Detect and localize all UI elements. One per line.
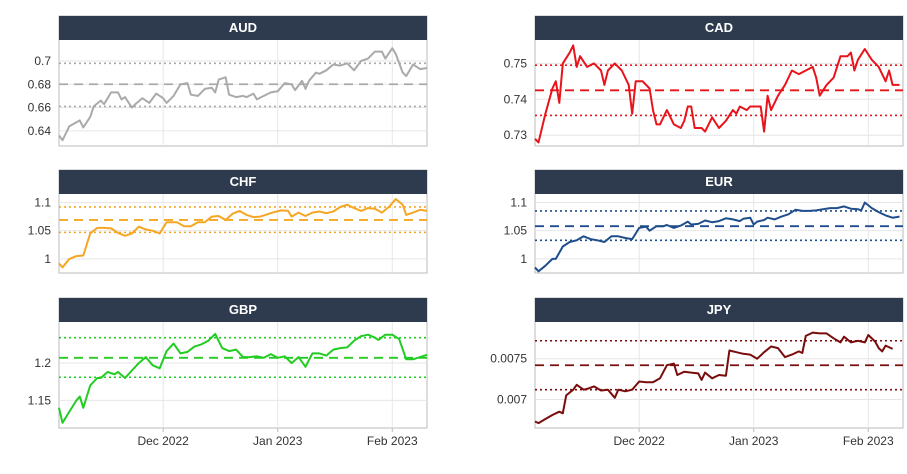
y-tick-label: 0.007: [497, 392, 527, 406]
y-tick-label: 0.66: [28, 101, 52, 115]
y-tick-label: 0.7: [34, 54, 51, 68]
panel-cad: CAD 0.73 0.74 0.75: [504, 15, 904, 147]
series-line-gbp: [58, 332, 428, 424]
y-tick-label: 1.05: [504, 224, 528, 238]
x-tick-label: Jan 2023: [729, 434, 779, 448]
panel-eur: EUR 1 1.05 1.1: [504, 169, 904, 274]
panel-strip: [535, 298, 903, 322]
panel-chf: CHF 1 1.05 1.1: [28, 169, 428, 274]
y-tick-label: 1.05: [28, 224, 52, 238]
x-tick-label: Dec 2022: [137, 434, 189, 448]
x-tick-label: Dec 2022: [613, 434, 665, 448]
panel-title: CHF: [230, 174, 257, 189]
panel-title: AUD: [229, 20, 257, 35]
y-tick-label: 0.75: [504, 56, 528, 70]
panel-title: CAD: [705, 20, 733, 35]
panel-aud: AUD 0.64 0.66 0.68 0.7: [28, 15, 428, 147]
y-tick-label: 1.1: [34, 195, 51, 209]
y-tick-label: 0.74: [504, 92, 528, 106]
y-tick-label: 0.73: [504, 128, 528, 142]
panel-jpy: JPY 0.007 0.0075 Dec 2022 Jan 2023 Feb 2023: [490, 297, 904, 448]
y-tick-label: 0.64: [28, 124, 52, 138]
panel-strip: [59, 298, 427, 322]
y-tick-label: 1.15: [28, 393, 52, 407]
x-tick-label: Feb 2023: [367, 434, 418, 448]
panel-strip: [535, 170, 903, 194]
x-tick-label: Feb 2023: [843, 434, 894, 448]
panel-strip: [59, 170, 427, 194]
panel-strip: [59, 16, 427, 40]
series-line-jpy: [534, 331, 894, 425]
panel-title: EUR: [705, 174, 733, 189]
y-tick-label: 1.2: [34, 356, 51, 370]
panel-title: JPY: [707, 302, 732, 317]
panel-gbp: GBP 1.15 1.2 Dec 2022 Jan 2023 Feb 2023: [28, 297, 428, 448]
panel-title: GBP: [229, 302, 258, 317]
y-tick-label: 0.0075: [490, 352, 527, 366]
series-line-eur: [534, 201, 900, 273]
x-tick-label: Jan 2023: [253, 434, 303, 448]
y-tick-label: 1: [520, 252, 527, 266]
panel-strip: [535, 16, 903, 40]
y-tick-label: 1: [44, 252, 51, 266]
series-line-cad: [534, 44, 900, 144]
y-tick-label: 1.1: [510, 195, 527, 209]
series-line-chf: [58, 198, 428, 269]
y-tick-label: 0.68: [28, 77, 52, 91]
series-line-aud: [58, 47, 428, 142]
